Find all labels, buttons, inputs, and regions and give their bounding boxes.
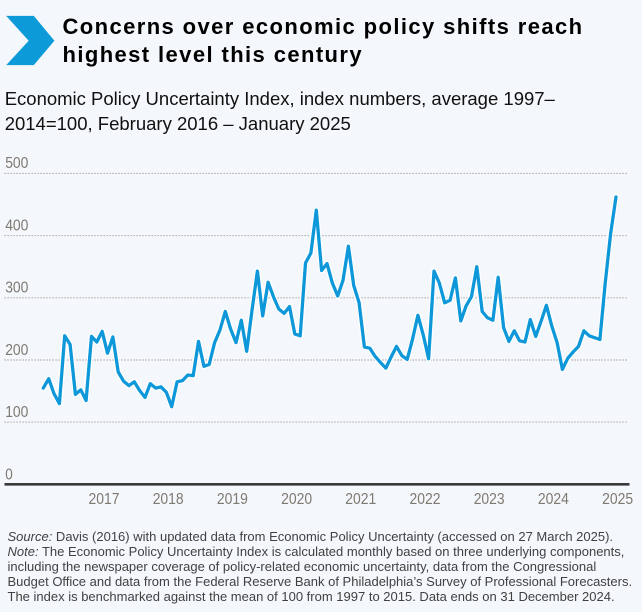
svg-text:500: 500: [5, 155, 28, 172]
svg-text:2017: 2017: [89, 491, 120, 508]
svg-text:2024: 2024: [538, 491, 569, 508]
svg-text:2021: 2021: [345, 491, 376, 508]
svg-text:200: 200: [5, 342, 28, 359]
svg-text:300: 300: [5, 280, 28, 297]
svg-text:0: 0: [5, 466, 13, 483]
svg-text:2025: 2025: [602, 491, 633, 508]
svg-text:2018: 2018: [153, 491, 184, 508]
svg-text:2022: 2022: [410, 491, 441, 508]
svg-text:2019: 2019: [217, 491, 248, 508]
svg-text:2023: 2023: [474, 491, 505, 508]
svg-text:400: 400: [5, 217, 28, 234]
svg-text:2020: 2020: [281, 491, 312, 508]
svg-text:100: 100: [5, 404, 28, 421]
